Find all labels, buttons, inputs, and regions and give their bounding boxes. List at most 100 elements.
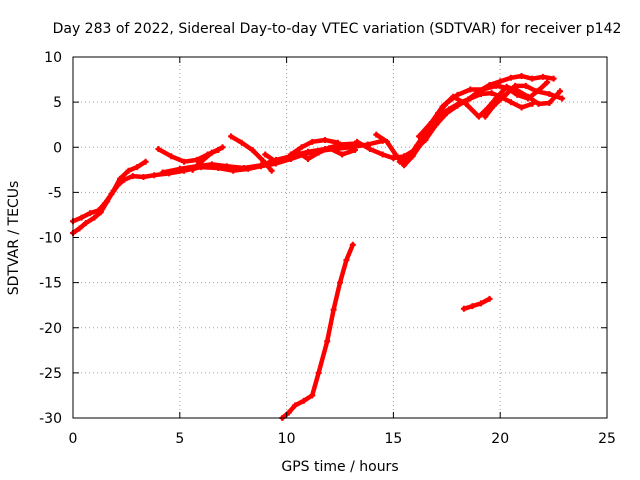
y-tick-label: -15 bbox=[39, 276, 62, 292]
series-trace bbox=[354, 73, 556, 161]
data-point bbox=[559, 95, 566, 102]
data-point bbox=[544, 79, 551, 86]
y-tick-label: -30 bbox=[39, 411, 62, 427]
data-point bbox=[309, 138, 316, 145]
data-point bbox=[546, 100, 553, 107]
data-point bbox=[315, 149, 322, 156]
data-point bbox=[134, 164, 141, 171]
data-point bbox=[539, 73, 546, 80]
x-tick-label: 25 bbox=[598, 431, 616, 447]
data-point bbox=[469, 303, 476, 310]
data-point bbox=[439, 103, 446, 110]
data-point bbox=[208, 149, 215, 156]
data-point bbox=[142, 158, 149, 165]
data-point bbox=[482, 113, 489, 120]
grid bbox=[73, 57, 607, 418]
data-point bbox=[488, 90, 495, 97]
data-point bbox=[324, 338, 331, 345]
data-point bbox=[339, 151, 346, 158]
data-point bbox=[260, 157, 267, 164]
data-point bbox=[401, 162, 408, 169]
series-13 bbox=[482, 82, 566, 120]
y-tick-label: -10 bbox=[39, 231, 62, 247]
data-point bbox=[91, 214, 98, 221]
data-point bbox=[405, 154, 412, 161]
series-12 bbox=[416, 83, 564, 140]
y-tick-label: -20 bbox=[39, 321, 62, 337]
data-point bbox=[518, 72, 525, 79]
x-tick-label: 10 bbox=[278, 431, 296, 447]
series-trace bbox=[416, 84, 563, 139]
data-point bbox=[168, 153, 175, 160]
data-point bbox=[249, 146, 256, 153]
data-point bbox=[413, 142, 420, 149]
data-point bbox=[354, 138, 361, 145]
data-point bbox=[529, 75, 536, 82]
data-point bbox=[159, 169, 166, 176]
data-point bbox=[497, 78, 504, 85]
series-trace bbox=[280, 242, 356, 421]
data-point bbox=[379, 151, 386, 158]
data-point bbox=[82, 220, 89, 227]
data-point bbox=[383, 138, 390, 145]
data-point bbox=[240, 165, 247, 172]
data-point bbox=[189, 166, 196, 173]
data-point bbox=[518, 104, 525, 111]
data-point bbox=[467, 86, 474, 93]
y-tick-labels: 10 5 0 -5 -10 -15 -20 -25 -30 bbox=[39, 50, 62, 427]
data-point bbox=[151, 172, 158, 179]
series-layer bbox=[70, 72, 566, 421]
data-point bbox=[257, 162, 264, 169]
x-tick-label: 15 bbox=[384, 431, 402, 447]
data-point bbox=[533, 88, 540, 95]
data-point bbox=[322, 137, 329, 144]
data-point bbox=[287, 151, 294, 158]
series-5 bbox=[189, 144, 226, 173]
data-point bbox=[140, 174, 147, 181]
data-point bbox=[304, 148, 311, 155]
data-point bbox=[390, 155, 397, 162]
series-6 bbox=[228, 133, 275, 174]
x-tick-label: 20 bbox=[491, 431, 509, 447]
data-point bbox=[309, 392, 316, 399]
data-point bbox=[514, 87, 521, 94]
data-point bbox=[262, 151, 269, 158]
data-point bbox=[193, 156, 200, 163]
data-point bbox=[102, 200, 109, 207]
chart-title: Day 283 of 2022, Sidereal Day-to-day VTE… bbox=[53, 21, 622, 37]
data-point bbox=[292, 402, 299, 409]
data-point bbox=[445, 106, 452, 113]
series-trace bbox=[461, 296, 492, 312]
data-point bbox=[460, 305, 467, 312]
data-point bbox=[450, 93, 457, 100]
data-point bbox=[87, 210, 94, 217]
data-point bbox=[268, 167, 275, 174]
data-point bbox=[396, 158, 403, 165]
data-point bbox=[351, 146, 358, 153]
data-point bbox=[433, 121, 440, 128]
data-point bbox=[334, 139, 341, 146]
data-point bbox=[121, 176, 128, 183]
data-point bbox=[198, 158, 205, 165]
data-point bbox=[272, 158, 279, 165]
data-point bbox=[108, 191, 115, 198]
data-point bbox=[373, 131, 380, 138]
y-tick-label: 10 bbox=[44, 50, 62, 66]
data-point bbox=[512, 82, 519, 89]
x-tick-label: 0 bbox=[69, 431, 78, 447]
data-point bbox=[550, 75, 557, 82]
data-point bbox=[475, 113, 482, 120]
data-point bbox=[492, 95, 499, 102]
data-point bbox=[524, 93, 531, 100]
data-point bbox=[486, 295, 493, 302]
data-point bbox=[223, 163, 230, 170]
data-point bbox=[392, 151, 399, 158]
data-point bbox=[522, 82, 529, 89]
data-point bbox=[298, 144, 305, 151]
series-8 bbox=[287, 137, 341, 158]
data-point bbox=[176, 165, 183, 172]
data-point bbox=[125, 167, 132, 174]
y-tick-label: 5 bbox=[53, 95, 62, 111]
data-point bbox=[492, 82, 499, 89]
data-point bbox=[477, 91, 484, 98]
